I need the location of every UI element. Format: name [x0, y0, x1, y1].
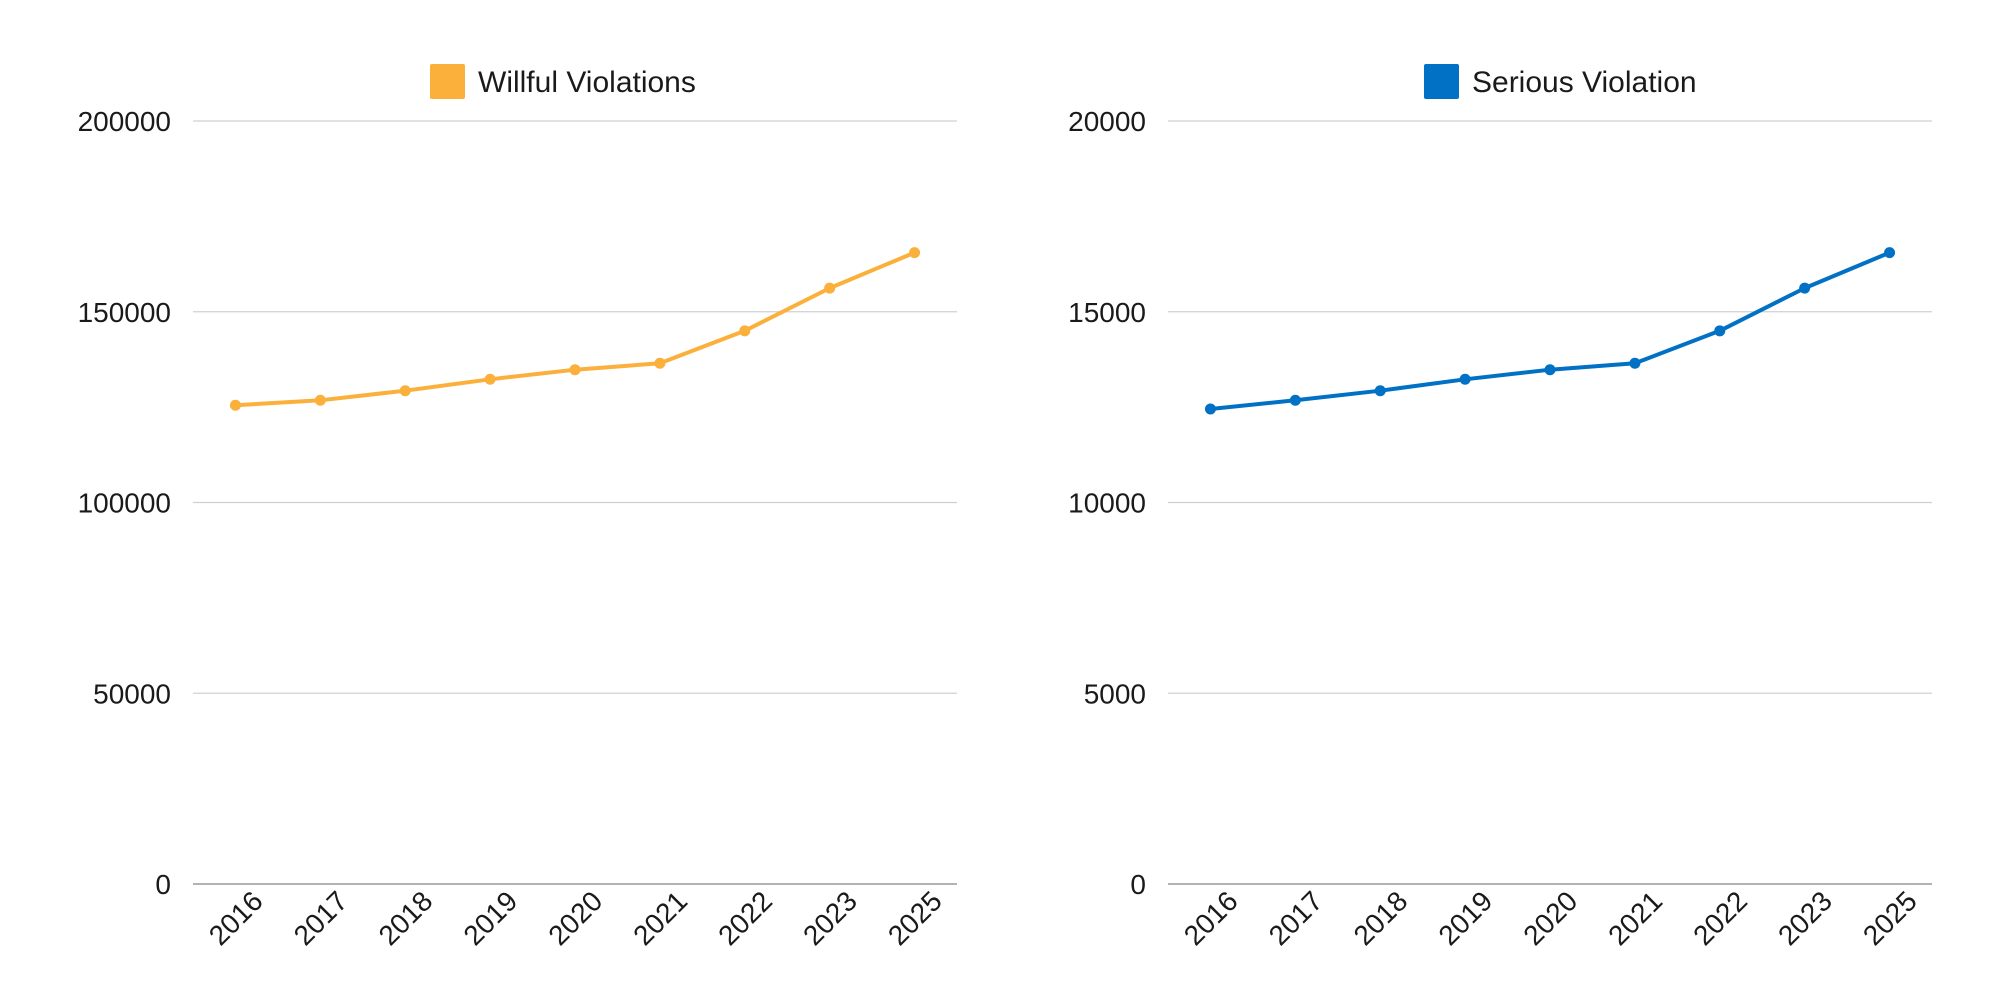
data-point [654, 357, 666, 369]
x-tick-label: 2019 [457, 885, 523, 951]
data-point [1374, 385, 1386, 397]
y-tick-label: 100000 [78, 488, 171, 519]
x-tick-label: 2025 [1857, 885, 1923, 951]
data-point [569, 364, 581, 376]
data-point [909, 247, 921, 259]
data-point [1884, 247, 1896, 259]
chart-panel-2: 0 5000 10000 15000 20000 2016 2017 2018 2019 2020… [1068, 64, 1932, 951]
data-point [399, 385, 411, 397]
legend-label: Serious Violation [1472, 66, 1697, 99]
x-tick-label: 2022 [712, 885, 778, 951]
x-tick-label: 2025 [882, 885, 948, 951]
legend-swatch [430, 64, 465, 99]
x-tick-label: 2020 [542, 885, 608, 951]
x-tick-label: 2020 [1517, 885, 1583, 951]
x-tick-label: 2018 [373, 885, 439, 951]
data-point [229, 399, 241, 411]
x-tick-label: 2021 [627, 885, 693, 951]
data-point [1714, 325, 1726, 337]
x-tick-label: 2023 [1772, 885, 1838, 951]
data-point [1289, 394, 1301, 406]
y-tick-label: 0 [155, 869, 171, 900]
y-tick-label: 50000 [93, 678, 171, 709]
data-point [1459, 373, 1471, 385]
chart-panel-1: 0 50000 100000 150000 200000 2016 2017 2018 2019… [78, 64, 957, 951]
y-tick-label: 10000 [1068, 488, 1146, 519]
x-tick-label: 2018 [1348, 885, 1414, 951]
series-line [1208, 250, 1892, 411]
x-tick-label: 2021 [1602, 885, 1668, 951]
x-tick-label: 2019 [1432, 885, 1498, 951]
series-line [233, 250, 917, 408]
x-tick-label: 2017 [1263, 885, 1329, 951]
y-tick-label: 0 [1130, 869, 1146, 900]
legend-swatch [1424, 64, 1459, 99]
data-point [484, 373, 496, 385]
data-point [824, 282, 836, 294]
data-point [1629, 357, 1641, 369]
x-tick-label: 2023 [797, 885, 863, 951]
y-tick-label: 5000 [1084, 678, 1146, 709]
data-point [739, 325, 751, 337]
data-point [1799, 282, 1811, 294]
data-point [1204, 403, 1216, 415]
x-tick-label: 2016 [203, 885, 269, 951]
legend-label: Willful Violations [478, 66, 696, 99]
data-point [1544, 364, 1556, 376]
y-tick-label: 20000 [1068, 106, 1146, 137]
x-tick-label: 2022 [1687, 885, 1753, 951]
x-tick-label: 2017 [288, 885, 354, 951]
data-point [314, 394, 326, 406]
y-tick-label: 15000 [1068, 297, 1146, 328]
x-tick-label: 2016 [1178, 885, 1244, 951]
y-tick-label: 150000 [78, 297, 171, 328]
y-tick-label: 200000 [78, 106, 171, 137]
